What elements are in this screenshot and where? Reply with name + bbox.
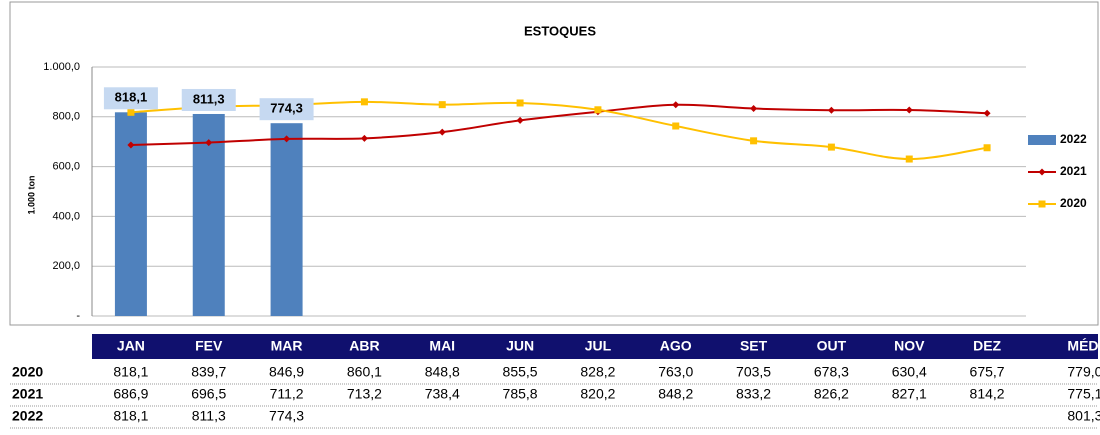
legend-label: 2021 (1060, 164, 1087, 178)
table-cell: 828,2 (580, 364, 615, 380)
table-cell: 833,2 (736, 386, 771, 402)
table-cell: 848,2 (658, 386, 693, 402)
table-header-bg (92, 334, 1098, 359)
y-tick-label: 400,0 (52, 210, 80, 222)
marker (438, 128, 446, 136)
marker (360, 98, 368, 106)
marker (283, 135, 291, 143)
y-axis-title: 1.000 ton (26, 175, 36, 214)
legend-marker (1038, 168, 1046, 176)
table-header: MAI (429, 338, 455, 354)
y-tick-label: 800,0 (52, 111, 80, 123)
table-cell: 779,0 (1067, 364, 1100, 380)
marker (827, 106, 835, 114)
line (130, 103, 988, 146)
table-header: JUN (506, 338, 534, 354)
marker (205, 139, 213, 147)
table-header: DEZ (973, 338, 1001, 354)
table-cell: 818,1 (113, 408, 148, 424)
legend-label: 2020 (1060, 196, 1087, 210)
marker (438, 101, 446, 109)
table-header: AGO (660, 338, 692, 354)
marker (983, 144, 991, 152)
value-label-bg (259, 98, 314, 121)
table-header: MAR (271, 338, 303, 354)
value-label-bg (181, 88, 236, 111)
marker (672, 122, 680, 130)
table-cell: 827,1 (892, 386, 927, 402)
table-cell: 686,9 (113, 386, 148, 402)
table-cell: 775,1 (1067, 386, 1100, 402)
table-header: OUT (817, 338, 847, 354)
table-cell: 678,3 (814, 364, 849, 380)
table-cell: 826,2 (814, 386, 849, 402)
table-cell: 814,2 (970, 386, 1005, 402)
marker (827, 143, 835, 151)
bar (270, 123, 303, 316)
table-header: FEV (195, 338, 223, 354)
bar (192, 113, 225, 316)
marker (905, 155, 913, 163)
table-cell: 711,2 (270, 386, 304, 402)
table-cell: 696,5 (191, 386, 226, 402)
marker (516, 116, 524, 124)
table-header: SET (740, 338, 768, 354)
legend-swatch (1028, 135, 1056, 145)
y-tick-label: 600,0 (52, 161, 80, 173)
table-header: NOV (894, 338, 925, 354)
value-label: 818,1 (115, 90, 148, 105)
table-cell: 703,5 (736, 364, 771, 380)
row-label: 2021 (12, 386, 43, 402)
table-header: MÉD. (1067, 338, 1100, 354)
marker (127, 141, 135, 149)
legend-marker (1038, 200, 1046, 208)
marker (672, 101, 680, 109)
table-cell: 774,3 (269, 408, 304, 424)
table-cell: 846,9 (269, 364, 304, 380)
table-cell: 738,4 (425, 386, 460, 402)
row-label: 2022 (12, 408, 43, 424)
value-label-bg (103, 87, 158, 110)
legend-label: 2022 (1060, 132, 1087, 146)
table-cell: 713,2 (347, 386, 382, 402)
marker (750, 137, 758, 145)
chart-title: ESTOQUES (524, 23, 596, 38)
y-tick-label: 200,0 (52, 260, 80, 272)
table-cell: 839,7 (191, 364, 226, 380)
table-cell: 801,3 (1067, 408, 1100, 424)
marker (360, 134, 368, 142)
value-label: 774,3 (270, 101, 303, 116)
table-cell: 811,3 (192, 408, 226, 424)
row-label: 2020 (12, 364, 43, 380)
table-cell: 630,4 (892, 364, 927, 380)
table-header: ABR (349, 338, 379, 354)
marker (594, 106, 602, 114)
table-cell: 818,1 (113, 364, 148, 380)
marker (516, 99, 524, 107)
table-cell: 785,8 (503, 386, 538, 402)
table-cell: 763,0 (658, 364, 693, 380)
table-cell: 848,8 (425, 364, 460, 380)
table-header: JUL (585, 338, 612, 354)
chart-frame (9, 1, 1099, 326)
y-tick-label: - (76, 310, 80, 322)
table-cell: 860,1 (347, 364, 382, 380)
marker (750, 105, 758, 113)
value-label: 811,3 (193, 91, 225, 106)
marker (127, 108, 135, 116)
table-cell: 855,5 (503, 364, 538, 380)
marker (983, 109, 991, 117)
table-header: JAN (117, 338, 145, 354)
table-cell: 675,7 (970, 364, 1005, 380)
marker (905, 106, 913, 114)
y-tick-label: 1.000,0 (43, 61, 80, 73)
table-cell: 820,2 (580, 386, 615, 402)
